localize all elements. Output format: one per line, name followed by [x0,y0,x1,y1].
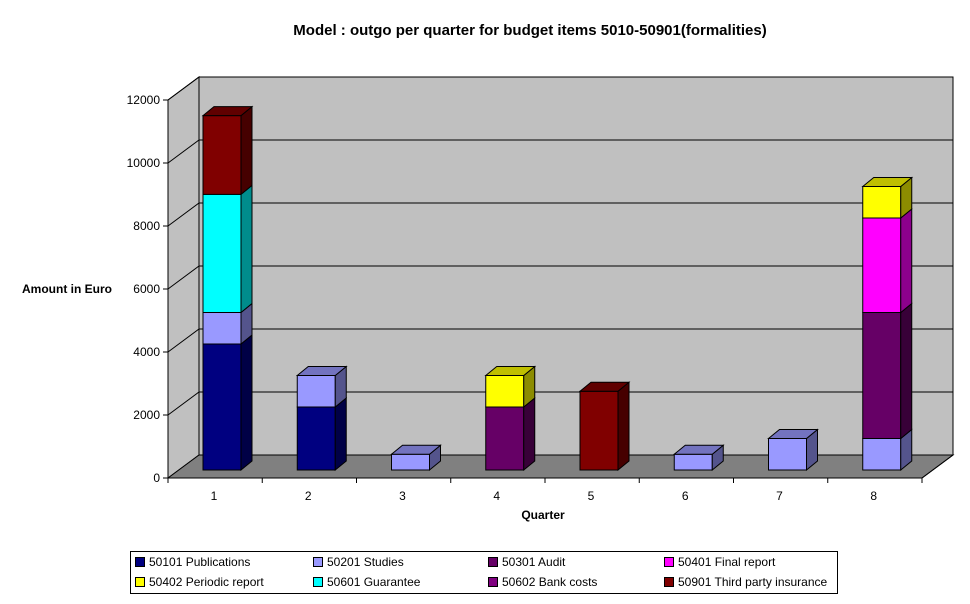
x-tick-label: 4 [493,489,500,503]
y-tick-label: 6000 [133,282,160,296]
bar-segment [672,444,725,472]
bar-segment [202,184,253,314]
legend-item: 50201 Studies [313,555,404,569]
legend: 50101 Publications 50201 Studies 50301 Aud… [130,551,838,594]
bar-segment [862,302,913,440]
gridline [167,391,953,416]
y-axis-label: Amount in Euro [22,282,112,296]
legend-label: 50101 Publications [149,555,251,569]
bar-segment [295,365,348,409]
bar-segment [202,302,253,346]
legend-swatch [135,557,145,567]
floor [166,454,955,479]
chart-title: Model : outgo per quarter for budget ite… [293,22,767,39]
bar-segment [861,176,914,220]
x-axis-depth [921,454,954,479]
y-tick-label: 4000 [133,345,160,359]
bar-segment [578,381,631,472]
legend-label: 50601 Guarantee [327,575,421,589]
x-axis: 1 2 3 4 5 6 7 8 [167,454,954,503]
legend-swatch [488,557,498,567]
legend-item: 50602 Bank costs [488,575,597,589]
legend-swatch [313,577,323,587]
y-axis-ticks: 0 2000 4000 6000 8000 10000 12000 [127,93,169,485]
gridline [167,76,953,101]
y-tick-label: 8000 [133,219,160,233]
gridline [167,265,953,290]
x-tick-label: 6 [682,489,689,503]
bar-segment [767,428,819,472]
bar-segment [485,396,536,472]
gridlines [167,76,953,416]
bar-segment [296,396,347,472]
x-tick-label: 1 [211,489,218,503]
legend-swatch [488,577,498,587]
legend-swatch [135,577,145,587]
gridline [167,202,953,227]
x-tick-label: 5 [588,489,595,503]
legend-item: 50601 Guarantee [313,575,420,589]
y-tick-label: 0 [153,471,160,485]
bars [201,105,914,472]
legend-item: 50401 Final report [664,555,775,569]
legend-label: 50401 Final report [678,555,776,569]
x-tick-label: 8 [870,489,877,503]
legend-label: 50201 Studies [327,555,404,569]
y-tick-label: 10000 [127,156,161,170]
y-tick-label: 2000 [133,408,160,422]
bar-segment [390,444,442,472]
bar-segment [202,333,253,472]
bar-segment [201,105,254,196]
legend-label: 50901 Third party insurance [678,575,828,589]
x-tick-label: 3 [399,489,406,503]
bar-segment [862,207,913,314]
legend-label: 50402 Periodic report [149,575,264,589]
gridline [167,139,953,164]
legend-item: 50901 Third party insurance [664,575,827,589]
legend-item: 50101 Publications [135,555,250,569]
x-tick-label: 2 [305,489,312,503]
x-tick-label: 7 [776,489,783,503]
legend-label: 50602 Bank costs [502,575,598,589]
legend-item: 50301 Audit [488,555,565,569]
legend-swatch [664,577,674,587]
legend-swatch [313,557,323,567]
chart-plot: 0 2000 4000 6000 8000 10000 12000 1 2 3 4 5 6 7 8 Amo… [22,76,955,522]
bar-segment [484,365,537,409]
x-axis-label: Quarter [521,508,565,522]
legend-item: 50402 Periodic report [135,575,264,589]
gridline [167,328,953,353]
legend-swatch [664,557,674,567]
y-tick-label: 12000 [127,93,161,107]
plot-walls [166,76,955,479]
legend-label: 50301 Audit [502,555,566,569]
